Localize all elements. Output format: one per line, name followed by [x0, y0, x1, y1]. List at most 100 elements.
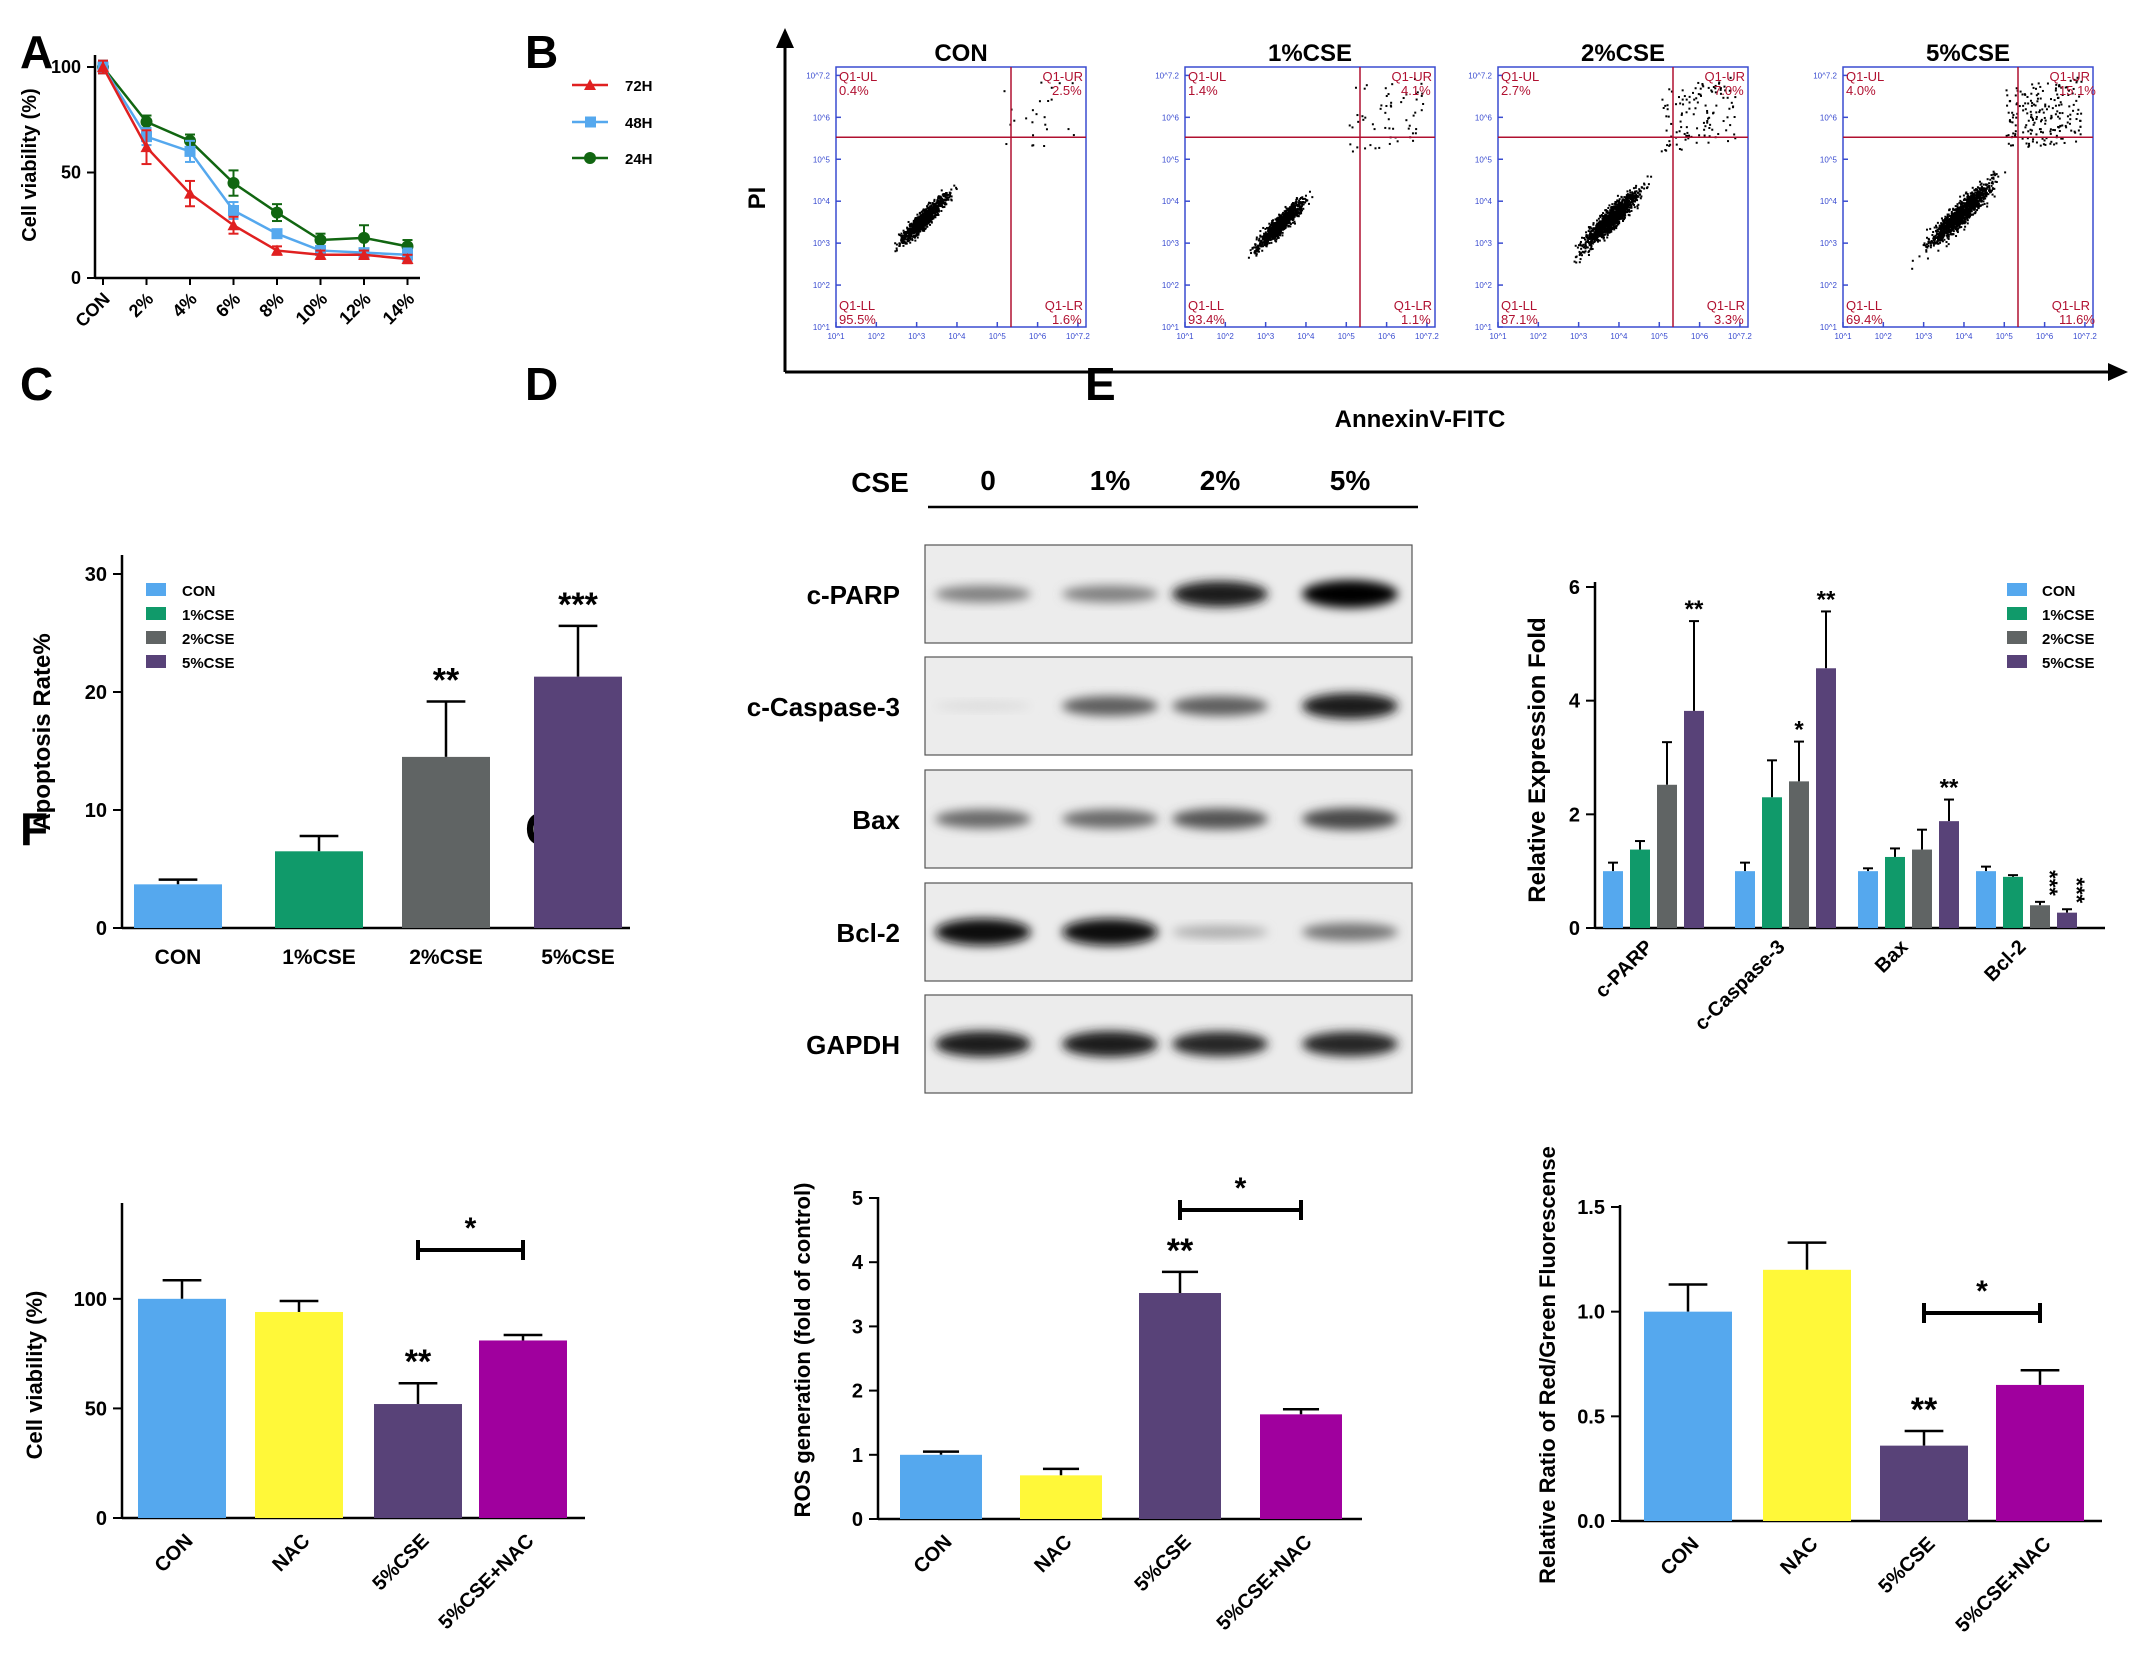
event-dot	[900, 232, 903, 235]
event-dot	[1949, 229, 1952, 232]
event-dot	[1708, 135, 1711, 138]
series-line-48h	[101, 66, 408, 257]
x-tick-label: 10^6	[1691, 332, 1709, 341]
event-dot	[1978, 180, 1981, 183]
event-dot	[1612, 226, 1615, 229]
event-dot	[1610, 219, 1613, 222]
event-dot	[1707, 86, 1710, 89]
event-dot	[1968, 215, 1971, 218]
event-dot	[1387, 93, 1390, 96]
event-dot	[935, 213, 938, 216]
event-dot	[1590, 227, 1593, 230]
event-dot	[1291, 207, 1294, 210]
event-dot	[1944, 222, 1947, 225]
event-dot	[1582, 243, 1585, 246]
event-dot	[1626, 205, 1629, 208]
event-dot	[2031, 129, 2034, 132]
event-dot	[942, 200, 945, 203]
event-dot	[1374, 147, 1377, 150]
event-dot	[2018, 105, 2021, 108]
x-tick-label: 10^2	[868, 332, 886, 341]
event-dot	[1257, 239, 1260, 242]
event-dot	[1599, 225, 1602, 228]
event-dot	[905, 235, 908, 238]
event-dot	[1356, 114, 1359, 117]
panel-letter-b: B	[525, 26, 558, 78]
event-dot	[930, 220, 933, 223]
event-dot	[1929, 227, 1932, 230]
event-dot	[2058, 117, 2061, 120]
event-dot	[1946, 215, 1949, 218]
event-dot	[906, 227, 909, 230]
event-dot	[1971, 198, 1974, 201]
event-dot	[2055, 142, 2058, 145]
event-dot	[2053, 129, 2056, 132]
event-dot	[1706, 120, 1709, 123]
event-dot	[929, 212, 932, 215]
event-dot	[1420, 109, 1423, 112]
legend-marker	[584, 152, 596, 164]
event-dot	[1305, 199, 1308, 202]
event-dot	[1031, 109, 1034, 112]
event-dot	[1647, 183, 1650, 186]
event-dot	[1595, 234, 1598, 237]
event-dot	[922, 208, 925, 211]
event-dot	[2061, 137, 2064, 140]
event-dot	[1581, 250, 1584, 253]
event-dot	[2049, 98, 2052, 101]
event-dot	[1918, 255, 1921, 258]
event-dot	[2072, 109, 2075, 112]
event-dot	[922, 222, 925, 225]
event-dot	[1614, 212, 1617, 215]
y-tick-label: 10^1	[1475, 323, 1493, 332]
event-dot	[1616, 220, 1619, 223]
event-dot	[1616, 215, 1619, 218]
event-dot	[1264, 242, 1267, 245]
event-dot	[915, 222, 918, 225]
event-dot	[2079, 133, 2082, 136]
event-dot	[2049, 130, 2052, 133]
event-dot	[1977, 191, 1980, 194]
x-tick-label: 10^3	[1257, 332, 1275, 341]
event-dot	[1946, 231, 1949, 234]
quadrant-value-ur: 4.1%	[1401, 83, 1431, 98]
event-dot	[1946, 220, 1949, 223]
event-dot	[1620, 209, 1623, 212]
event-dot	[1950, 215, 1953, 218]
event-dot	[1415, 98, 1418, 101]
event-dot	[1292, 213, 1295, 216]
event-dot	[1937, 249, 1940, 252]
event-dot	[1712, 86, 1715, 89]
event-dot	[2066, 115, 2069, 118]
event-dot	[1272, 225, 1275, 228]
event-dot	[1953, 226, 1956, 229]
event-dot	[1962, 222, 1965, 225]
event-dot	[902, 241, 905, 244]
event-dot	[1583, 238, 1586, 241]
event-dot	[2054, 104, 2057, 107]
event-dot	[1665, 115, 1668, 118]
event-dot	[915, 216, 918, 219]
event-dot	[918, 223, 921, 226]
y-tick-label: 10^2	[813, 281, 831, 290]
event-dot	[1290, 217, 1293, 220]
event-dot	[1579, 252, 1582, 255]
event-dot	[906, 240, 909, 243]
event-dot	[1613, 218, 1616, 221]
event-dot	[926, 221, 929, 224]
event-dot	[2049, 132, 2052, 135]
event-dot	[909, 223, 912, 226]
event-dot	[1390, 105, 1393, 108]
event-dot	[1978, 194, 1981, 197]
event-dot	[916, 220, 919, 223]
event-dot	[902, 244, 905, 247]
event-dot	[946, 196, 949, 199]
event-dot	[1975, 199, 1978, 202]
event-dot	[1990, 189, 1993, 192]
plot-frame	[1842, 66, 2094, 328]
event-dot	[1588, 243, 1591, 246]
event-dot	[1290, 213, 1293, 216]
event-dot	[1293, 222, 1296, 225]
event-dot	[1608, 222, 1611, 225]
event-dot	[920, 220, 923, 223]
